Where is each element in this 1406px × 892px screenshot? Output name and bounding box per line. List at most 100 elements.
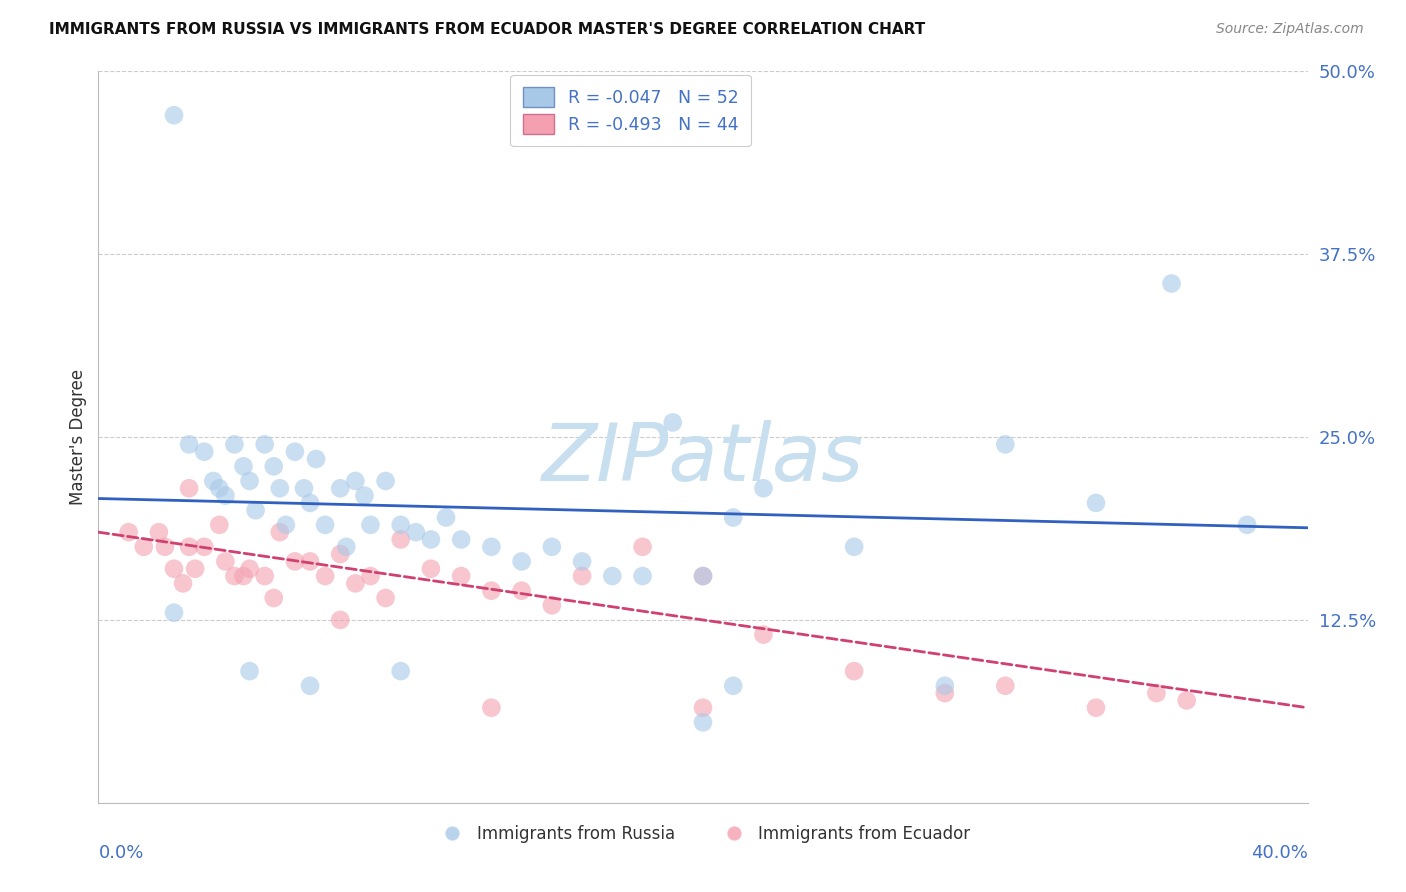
Text: IMMIGRANTS FROM RUSSIA VS IMMIGRANTS FROM ECUADOR MASTER'S DEGREE CORRELATION CH: IMMIGRANTS FROM RUSSIA VS IMMIGRANTS FRO… [49, 22, 925, 37]
Point [179, 540, 201, 554]
Point [314, 517, 336, 532]
Point [263, 591, 285, 605]
Point [329, 613, 352, 627]
Point [208, 517, 231, 532]
Point [163, 108, 186, 122]
Point [631, 569, 654, 583]
Point [602, 569, 624, 583]
Point [631, 540, 654, 554]
Point [172, 576, 194, 591]
Point [335, 540, 357, 554]
Point [389, 664, 412, 678]
Point [420, 533, 443, 547]
Point [239, 664, 262, 678]
Text: 0.0%: 0.0% [98, 845, 143, 863]
Point [420, 562, 443, 576]
Point [510, 554, 533, 568]
Point [405, 525, 427, 540]
Point [232, 569, 254, 583]
Point [353, 489, 375, 503]
Point [269, 525, 291, 540]
Point [305, 452, 328, 467]
Point [284, 554, 307, 568]
Point [214, 554, 236, 568]
Point [1175, 693, 1198, 707]
Point [752, 627, 775, 641]
Point [692, 569, 714, 583]
Point [292, 481, 315, 495]
Point [344, 576, 367, 591]
Point [661, 416, 683, 430]
Point [208, 481, 231, 495]
Point [994, 437, 1017, 451]
Legend: Immigrants from Russia, Immigrants from Ecuador: Immigrants from Russia, Immigrants from … [429, 818, 977, 849]
Point [263, 459, 285, 474]
Point [299, 496, 322, 510]
Point [692, 715, 714, 730]
Y-axis label: Master's Degree: Master's Degree [69, 369, 87, 505]
Point [481, 540, 503, 554]
Point [148, 525, 170, 540]
Point [723, 510, 745, 524]
Point [1085, 700, 1108, 714]
Point [360, 517, 382, 532]
Point [245, 503, 267, 517]
Point [284, 444, 307, 458]
Point [692, 700, 714, 714]
Point [1236, 517, 1258, 532]
Point [184, 562, 207, 576]
Point [153, 540, 176, 554]
Point [571, 569, 593, 583]
Point [239, 562, 262, 576]
Point [299, 679, 322, 693]
Point [844, 540, 866, 554]
Point [1160, 277, 1182, 291]
Point [360, 569, 382, 583]
Point [214, 489, 236, 503]
Point [179, 481, 201, 495]
Point [540, 599, 562, 613]
Point [329, 481, 352, 495]
Point [163, 606, 186, 620]
Point [314, 569, 336, 583]
Point [239, 474, 262, 488]
Point [434, 510, 457, 524]
Point [374, 474, 396, 488]
Point [692, 569, 714, 583]
Point [224, 569, 246, 583]
Point [723, 679, 745, 693]
Point [253, 437, 276, 451]
Point [193, 444, 215, 458]
Point [1085, 496, 1108, 510]
Point [540, 540, 562, 554]
Point [344, 474, 367, 488]
Point [269, 481, 291, 495]
Point [994, 679, 1017, 693]
Point [934, 686, 956, 700]
Point [934, 679, 956, 693]
Text: Source: ZipAtlas.com: Source: ZipAtlas.com [1216, 22, 1364, 37]
Point [389, 533, 412, 547]
Point [299, 554, 322, 568]
Point [450, 533, 472, 547]
Point [224, 437, 246, 451]
Point [844, 664, 866, 678]
Point [232, 459, 254, 474]
Text: 40.0%: 40.0% [1251, 845, 1308, 863]
Point [481, 700, 503, 714]
Point [132, 540, 155, 554]
Point [163, 562, 186, 576]
Point [118, 525, 141, 540]
Point [374, 591, 396, 605]
Point [752, 481, 775, 495]
Point [481, 583, 503, 598]
Point [571, 554, 593, 568]
Point [510, 583, 533, 598]
Text: ZIPatlas: ZIPatlas [541, 420, 865, 498]
Point [450, 569, 472, 583]
Point [193, 540, 215, 554]
Point [202, 474, 225, 488]
Point [274, 517, 297, 532]
Point [389, 517, 412, 532]
Point [179, 437, 201, 451]
